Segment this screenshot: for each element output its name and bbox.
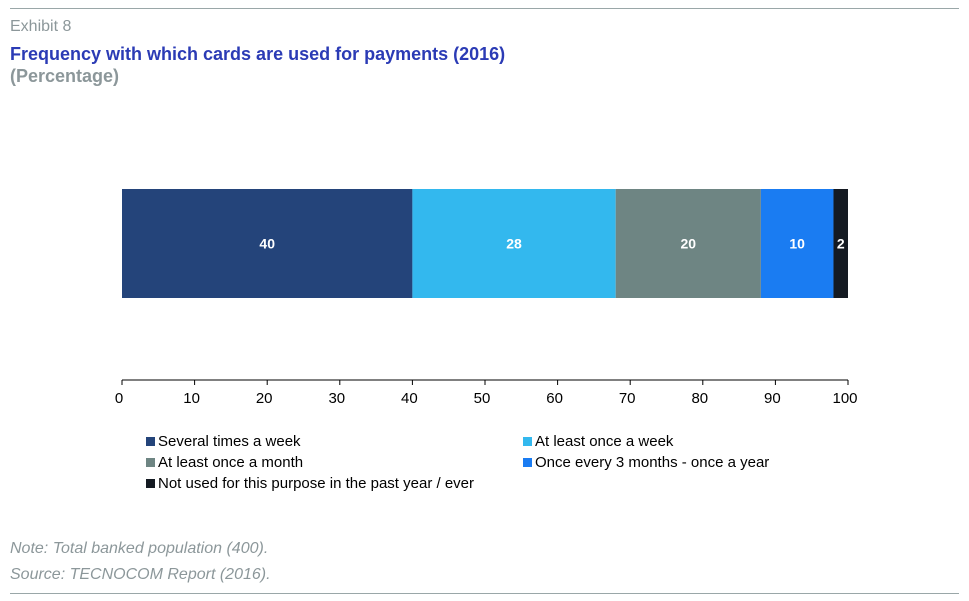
- x-tick-label-90: 90: [764, 390, 781, 407]
- x-tick-label-80: 80: [691, 390, 708, 407]
- data-label-2: 28: [506, 236, 522, 252]
- chart-title: Frequency with which cards are used for …: [10, 44, 506, 64]
- exhibit-label: Exhibit 8: [10, 18, 72, 35]
- x-tick-label-30: 30: [328, 390, 345, 407]
- legend-item-4: Once every 3 months - once a year: [523, 454, 769, 471]
- x-tick-label-0: 0: [115, 390, 123, 407]
- source-text: TECNOCOM Report (2016).: [69, 566, 271, 583]
- x-tick-label-100: 100: [832, 390, 857, 407]
- bottom-rule: [10, 593, 959, 594]
- source-label: Source:: [10, 566, 66, 583]
- legend-item-5: Not used for this purpose in the past ye…: [146, 475, 474, 492]
- x-tick-label-40: 40: [401, 390, 418, 407]
- legend-item-1: Several times a week: [146, 433, 301, 450]
- bar-segment-5: [833, 189, 848, 298]
- legend-label-1: Several times a week: [158, 433, 301, 450]
- legend-item-2: At least once a week: [523, 433, 673, 450]
- bar-segment-1: [122, 189, 413, 298]
- x-tick-label-60: 60: [546, 390, 563, 407]
- legend-label-4: Once every 3 months - once a year: [535, 454, 770, 471]
- x-tick-label-20: 20: [256, 390, 273, 407]
- legend-swatch-3: [146, 458, 155, 467]
- bar-segment-3: [615, 189, 761, 298]
- legend-item-3: At least once a month: [146, 454, 303, 471]
- data-label-1: 40: [259, 236, 275, 252]
- x-tick-label-10: 10: [183, 390, 200, 407]
- legend-swatch-2: [523, 437, 532, 446]
- source-line: Source: TECNOCOM Report (2016).: [10, 566, 271, 584]
- legend-label-3: At least once a month: [158, 454, 304, 471]
- data-label-4: 10: [789, 236, 805, 252]
- note-text: Note: Total banked population (400).: [10, 540, 269, 557]
- data-label-3: 20: [680, 236, 696, 252]
- top-rule: [10, 8, 959, 9]
- data-label-5: 2: [837, 236, 845, 252]
- x-tick-label-50: 50: [474, 390, 491, 407]
- chart-subtitle: (Percentage): [10, 66, 120, 86]
- legend-label-2: At least once a week: [535, 433, 674, 450]
- legend-swatch-5: [146, 479, 155, 488]
- legend-label-5: Not used for this purpose in the past ye…: [158, 475, 475, 492]
- bar-segment-4: [760, 189, 834, 298]
- legend-swatch-4: [523, 458, 532, 467]
- bar-segment-2: [412, 189, 616, 298]
- legend-swatch-1: [146, 437, 155, 446]
- x-tick-label-70: 70: [619, 390, 636, 407]
